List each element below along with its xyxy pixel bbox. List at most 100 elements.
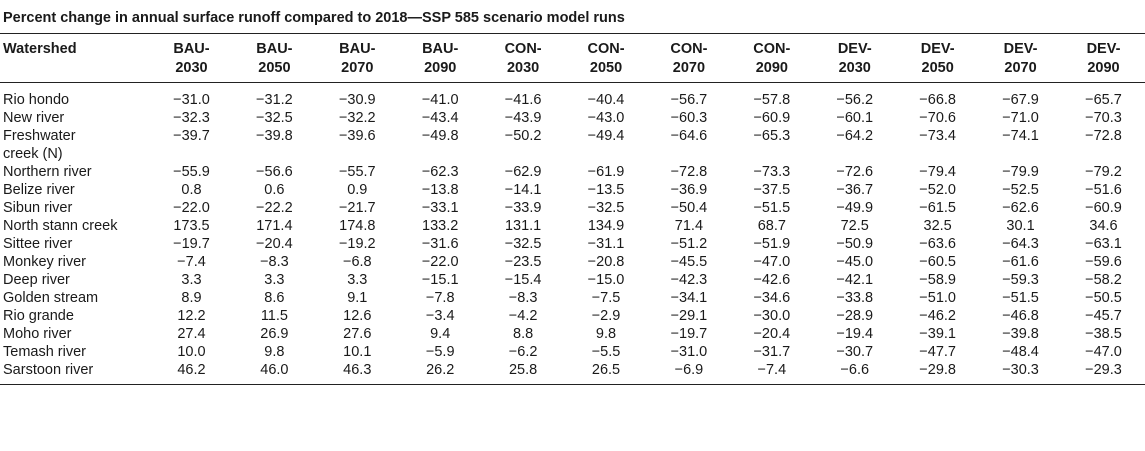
table-cell: 8.8 (513, 326, 534, 342)
table-row: Rio grande 12.2 11.5 12.6 −3.4 −4.2 −2.9 −29.1 −… (0, 307, 1145, 325)
table-cell: 30.1 (1006, 218, 1035, 234)
column-header-line: DEV- (1003, 41, 1038, 57)
table-cell: 27.4 (177, 326, 206, 342)
table-cell: −55.9 (173, 164, 210, 180)
table-cell: −7.5 (591, 290, 621, 306)
table-cell: −21.7 (338, 200, 376, 216)
table-cell: −43.0 (587, 110, 625, 126)
watershed-name: Golden stream (3, 290, 99, 306)
table-cell: 131.1 (504, 218, 542, 234)
table-cell: −33.9 (504, 200, 542, 216)
table-cell: −60.9 (1085, 200, 1122, 216)
table-cell: −59.6 (1085, 254, 1122, 270)
column-header-bau2030: BAU- 2030 (150, 34, 233, 83)
watershed-name: Sittee river (3, 236, 73, 252)
table-cell: −43.9 (504, 110, 542, 126)
column-header-line: 2090 (1087, 60, 1120, 76)
table-header: Watershed BAU- 2030 BAU- 2050 BAU- 2070 BAU- 20… (0, 33, 1145, 83)
table-cell: −42.3 (670, 272, 708, 288)
table-cell: −31.6 (421, 236, 459, 252)
table-row: Moho river 27.4 26.9 27.6 9.4 8.8 9.8 −19.7 −20.… (0, 325, 1145, 343)
table-row: Northern river −55.9 −56.6 −55.7 −62.3 −62.9 −… (0, 163, 1145, 181)
table-cell: −70.3 (1085, 110, 1122, 126)
table-cell: −72.8 (1085, 128, 1122, 144)
table-cell: −60.1 (836, 110, 874, 126)
table-cell: −38.5 (1085, 326, 1122, 342)
column-header-line: CON- (670, 41, 708, 57)
table-cell: −64.2 (836, 128, 874, 144)
table-cell: −32.3 (173, 110, 210, 126)
table-cell: 46.2 (177, 362, 206, 378)
column-header-con2030: CON- 2030 (482, 34, 565, 83)
table-cell: 0.9 (347, 182, 368, 198)
table-cell: −34.1 (670, 290, 708, 306)
table-cell: −13.8 (421, 182, 459, 198)
table-cell: −6.6 (840, 362, 870, 378)
column-header-dev2090: DEV- 2090 (1062, 34, 1145, 83)
table-cell: −41.0 (421, 92, 459, 108)
table-cell: −5.9 (425, 344, 455, 360)
table-cell: −41.6 (504, 92, 542, 108)
table-cell: −42.1 (836, 272, 874, 288)
table-cell: −59.3 (1002, 272, 1039, 288)
table-cell: −40.4 (587, 92, 625, 108)
table-cell: −31.7 (753, 344, 791, 360)
watershed-name: Monkey river (3, 254, 86, 270)
table-cell: −61.6 (1002, 254, 1039, 270)
table-cell: 8.9 (181, 290, 202, 306)
table-cell: −45.5 (670, 254, 708, 270)
table-cell: −65.7 (1085, 92, 1122, 108)
table-cell: −63.1 (1085, 236, 1122, 252)
table-cell: −58.9 (919, 272, 956, 288)
table-cell: 26.9 (260, 326, 289, 342)
table-cell: −49.4 (587, 128, 625, 144)
watershed-name: Rio hondo (3, 92, 70, 108)
table-cell: −31.0 (670, 344, 708, 360)
table-cell: −50.4 (670, 200, 708, 216)
table-cell: −39.6 (338, 128, 376, 144)
table-cell: −7.8 (425, 290, 455, 306)
table-cell: 26.2 (426, 362, 455, 378)
table-row: Sittee river −19.7 −20.4 −19.2 −31.6 −32.5 −31… (0, 235, 1145, 253)
table-cell: −51.9 (753, 236, 791, 252)
table-cell: 173.5 (173, 218, 210, 234)
table-cell: −36.7 (836, 182, 874, 198)
table-row: North stann creek 173.5 171.4 174.8 133.2 131… (0, 217, 1145, 235)
table-cell: −23.5 (504, 254, 542, 270)
table-body: Rio hondo −31.0 −31.2 −30.9 −41.0 −41.6 −40.4 −… (0, 83, 1145, 385)
table-cell: 71.4 (674, 218, 704, 234)
table-cell: 171.4 (256, 218, 293, 234)
table-cell: −46.2 (919, 308, 956, 324)
column-header-line: CON- (504, 41, 542, 57)
table-cell: 11.5 (260, 308, 288, 324)
table-cell: −31.0 (173, 92, 210, 108)
table-cell: −58.2 (1085, 272, 1122, 288)
table-cell: −74.1 (1002, 128, 1039, 144)
column-header-line: DEV- (837, 41, 872, 57)
column-header-bau2050: BAU- 2050 (233, 34, 316, 83)
table-cell: −39.8 (1002, 326, 1039, 342)
table-cell: −13.5 (587, 182, 625, 198)
table-cell: −62.6 (1002, 200, 1039, 216)
table-cell: 9.1 (347, 290, 368, 306)
column-header-line: 2030 (838, 60, 871, 76)
table-cell: −50.5 (1085, 290, 1122, 306)
table-cell: −47.0 (753, 254, 791, 270)
table-cell: 0.6 (264, 182, 285, 198)
column-header-line: 2030 (506, 60, 540, 76)
table-cell: 46.3 (343, 362, 372, 378)
column-header-line: 2090 (755, 60, 788, 76)
table-cell: 9.8 (595, 326, 617, 342)
table-cell: −64.6 (670, 128, 708, 144)
table-cell: 174.8 (339, 218, 376, 234)
table-cell: −36.9 (670, 182, 708, 198)
watershed-name: North stann creek (3, 218, 118, 234)
table-row: Temash river 10.0 9.8 10.1 −5.9 −6.2 −5.5 −31.0… (0, 343, 1145, 361)
column-header-dev2070: DEV- 2070 (979, 34, 1062, 83)
table-cell: 46.0 (260, 362, 289, 378)
table-cell: −56.6 (256, 164, 293, 180)
column-header-con2070: CON- 2070 (647, 34, 730, 83)
table-cell: −52.0 (919, 182, 956, 198)
table-cell: −72.8 (670, 164, 708, 180)
table-cell: −19.4 (836, 326, 874, 342)
